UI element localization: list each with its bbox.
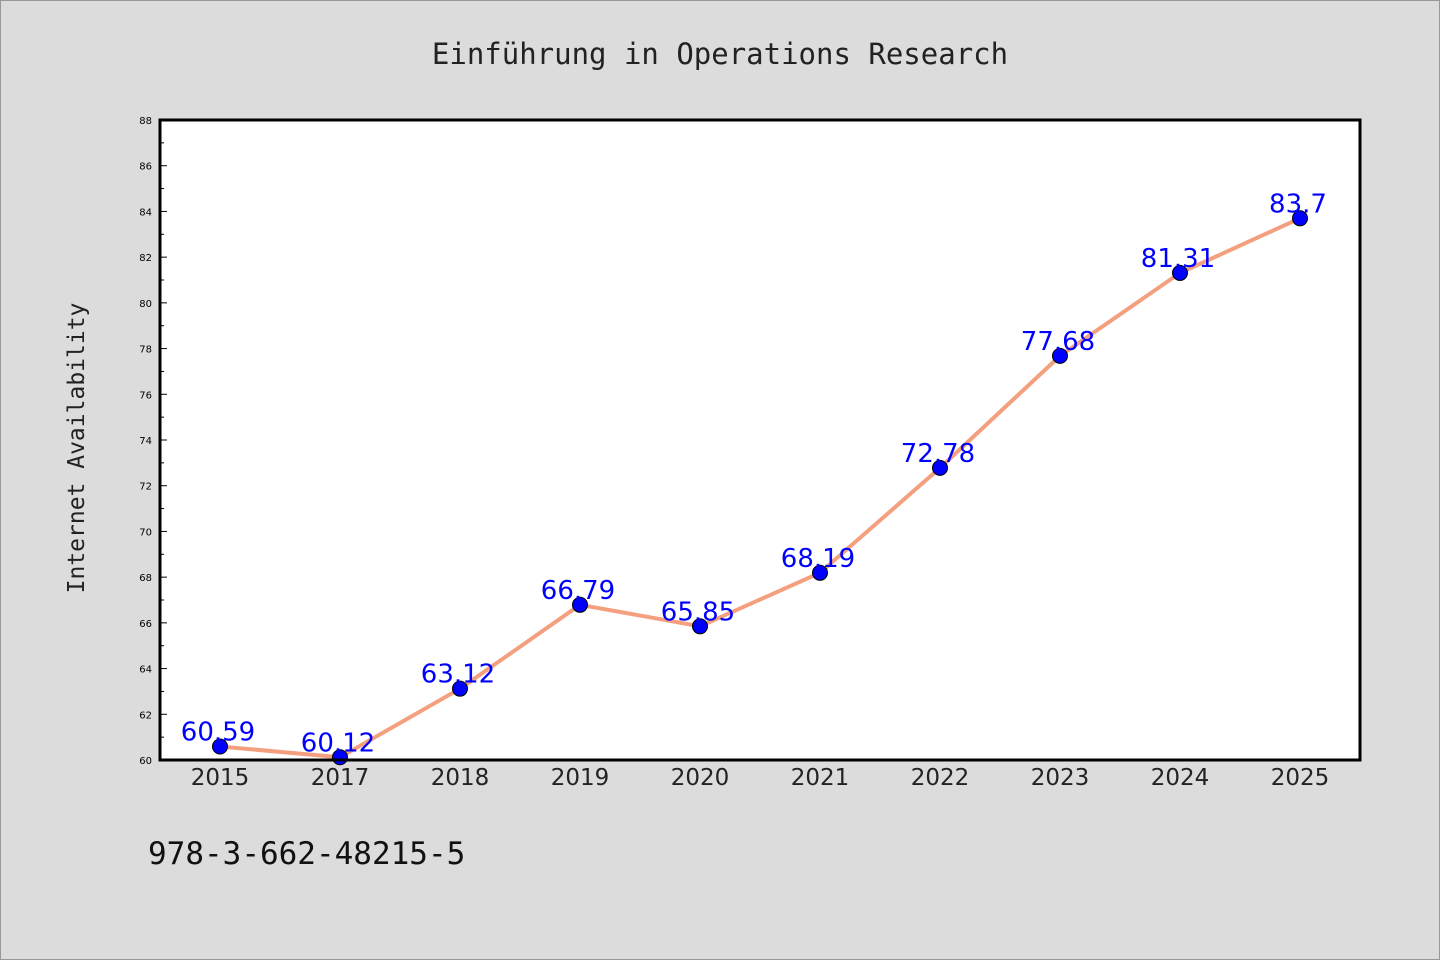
x-tick-label: 2015 bbox=[191, 765, 250, 791]
data-point bbox=[1052, 347, 1068, 364]
y-tick-label: 80 bbox=[139, 299, 152, 310]
data-point bbox=[572, 596, 588, 613]
data-label: 77.68 bbox=[1021, 327, 1095, 357]
data-point bbox=[1172, 264, 1188, 281]
data-point bbox=[1292, 210, 1308, 227]
data-label: 66.79 bbox=[541, 576, 615, 606]
data-label: 81.31 bbox=[1141, 244, 1215, 274]
y-tick-label: 78 bbox=[139, 345, 152, 356]
x-tick-label: 2021 bbox=[791, 765, 850, 791]
y-tick-label: 76 bbox=[139, 390, 152, 401]
x-tick-label: 2023 bbox=[1031, 765, 1090, 791]
y-tick-label: 66 bbox=[139, 619, 152, 630]
data-label: 83.7 bbox=[1269, 189, 1327, 219]
footer-isbn: 978-3-662-48215-5 bbox=[148, 836, 465, 872]
y-tick-label: 70 bbox=[139, 527, 152, 538]
y-tick-label: 72 bbox=[139, 482, 152, 493]
x-tick-label: 2025 bbox=[1271, 765, 1330, 791]
data-label: 63.12 bbox=[421, 660, 495, 690]
y-tick-label: 84 bbox=[139, 207, 152, 218]
x-tick-label: 2020 bbox=[671, 765, 730, 791]
data-point bbox=[812, 564, 828, 581]
data-point bbox=[212, 738, 228, 755]
data-point bbox=[932, 459, 948, 476]
y-axis-ticks: 60 62 64 66 68 70 72 74 76 78 80 82 84 86 88 bbox=[139, 116, 167, 767]
data-labels: 60.59 60.12 63.12 66.79 65.85 68.19 72.78 77.68… bbox=[181, 189, 1327, 758]
y-tick-label: 86 bbox=[139, 162, 152, 173]
y-tick-label: 60 bbox=[139, 756, 152, 767]
chart-title: Einführung in Operations Research bbox=[432, 37, 1008, 71]
data-point bbox=[692, 618, 708, 635]
data-label: 60.59 bbox=[181, 718, 255, 748]
y-tick-label: 82 bbox=[139, 253, 152, 264]
data-point bbox=[452, 680, 468, 697]
x-tick-label: 2018 bbox=[431, 765, 490, 791]
y-tick-label: 68 bbox=[139, 573, 152, 584]
data-label: 60.12 bbox=[301, 728, 375, 758]
x-tick-label: 2017 bbox=[311, 765, 370, 791]
y-tick-label: 88 bbox=[139, 116, 152, 127]
series-line bbox=[218, 216, 1302, 760]
plot-area bbox=[160, 120, 1360, 760]
plot-frame bbox=[158, 118, 1362, 762]
x-tick-label: 2024 bbox=[1151, 765, 1210, 791]
x-axis-ticks: 2015 2017 2018 2019 2020 2021 2022 2023 2024 2025 bbox=[191, 765, 1330, 791]
x-tick-label: 2019 bbox=[551, 765, 610, 791]
y-tick-label: 64 bbox=[139, 665, 152, 676]
y-tick-label: 74 bbox=[139, 436, 152, 447]
y-axis-label: Internet Availability bbox=[64, 303, 90, 594]
data-label: 68.19 bbox=[781, 544, 855, 574]
y-tick-label: 62 bbox=[139, 710, 152, 721]
data-label: 72.78 bbox=[901, 439, 975, 469]
data-label: 65.85 bbox=[661, 597, 735, 627]
x-tick-label: 2022 bbox=[911, 765, 970, 791]
